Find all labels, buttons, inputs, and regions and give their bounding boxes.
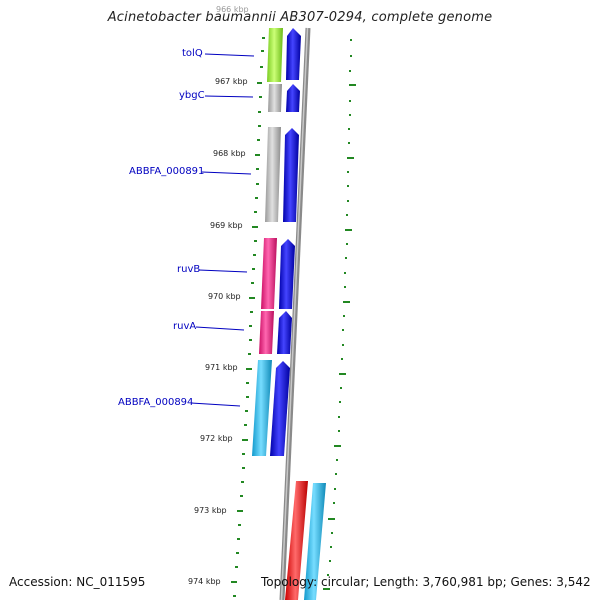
feature-ABBFA_000891[interactable] <box>265 127 281 222</box>
gene-label-ABBFA_000891[interactable]: ABBFA_000891 <box>129 166 205 177</box>
scale-label: 969 kbp <box>210 221 243 230</box>
cds-arrow-tolQ[interactable] <box>286 28 301 80</box>
gc-dots-inner <box>231 37 265 597</box>
gc-dots-outer <box>323 39 356 590</box>
gene-label-ABBFA_000894[interactable]: ABBFA_000894 <box>118 397 194 408</box>
feature-ruvA[interactable] <box>259 311 274 354</box>
gene-label-ruvB[interactable]: ruvB <box>177 264 201 275</box>
cds-arrow-ABBFA_000894[interactable] <box>270 361 290 456</box>
scale-label: 973 kbp <box>194 506 227 515</box>
scale-label: 972 kbp <box>200 434 233 443</box>
cds-arrow-ruvA[interactable] <box>277 311 292 354</box>
cds-arrow-ABBFA_000891[interactable] <box>283 128 299 222</box>
gene-label-ybgC[interactable]: ybgC <box>179 90 205 101</box>
accession-label: Accession: NC_011595 <box>9 575 146 589</box>
topology-label: Topology: circular; Length: 3,760,981 bp… <box>261 575 591 589</box>
label-leader-lines <box>190 53 255 407</box>
scale-label: 970 kbp <box>208 292 241 301</box>
cds-arrow-ruvB[interactable] <box>279 239 295 309</box>
feature-ABBFA_000894[interactable] <box>252 360 272 456</box>
map-title: Acinetobacter baumannii AB307-0294, comp… <box>107 10 493 25</box>
scale-label: 968 kbp <box>213 149 246 158</box>
scale-label: 974 kbp <box>188 577 221 586</box>
gene-label-ruvA[interactable]: ruvA <box>173 321 197 332</box>
scale-label: 967 kbp <box>215 77 248 86</box>
gene-label-tolQ[interactable]: tolQ <box>182 48 203 59</box>
scale-label: 971 kbp <box>205 363 238 372</box>
feature-cyan-gene[interactable] <box>304 483 326 600</box>
feature-ybgC[interactable] <box>268 84 282 112</box>
cds-arrow-ybgC[interactable] <box>286 84 300 112</box>
feature-red-gene[interactable] <box>285 481 308 600</box>
scale-label: 966 kbp <box>216 5 249 14</box>
feature-tolQ[interactable] <box>267 28 283 82</box>
feature-ruvB[interactable] <box>261 238 277 309</box>
